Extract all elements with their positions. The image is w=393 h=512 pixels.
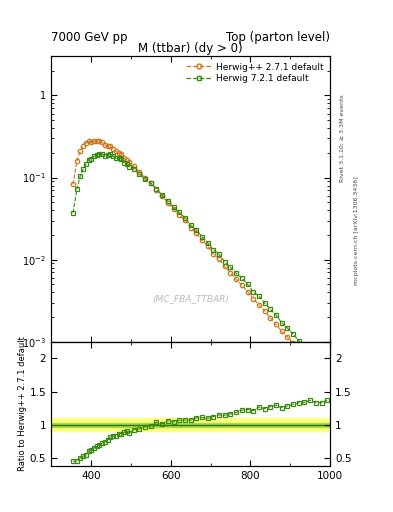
Bar	[51, 423, 330, 427]
Text: Rivet 3.1.10; ≥ 3.3M events: Rivet 3.1.10; ≥ 3.3M events	[340, 94, 345, 182]
Y-axis label: Ratio to Herwig++ 2.7.1 default: Ratio to Herwig++ 2.7.1 default	[18, 336, 27, 472]
Text: mcplots.cern.ch [arXiv:1306.3436]: mcplots.cern.ch [arXiv:1306.3436]	[354, 176, 359, 285]
Text: 7000 GeV pp: 7000 GeV pp	[51, 31, 128, 44]
Text: Top (parton level): Top (parton level)	[226, 31, 330, 44]
Title: M (ttbar) (dy > 0): M (ttbar) (dy > 0)	[138, 42, 243, 55]
Bar	[51, 418, 330, 432]
Legend: Herwig++ 2.7.1 default, Herwig 7.2.1 default: Herwig++ 2.7.1 default, Herwig 7.2.1 def…	[183, 59, 327, 87]
Text: (MC_FBA_TTBAR): (MC_FBA_TTBAR)	[152, 294, 229, 304]
